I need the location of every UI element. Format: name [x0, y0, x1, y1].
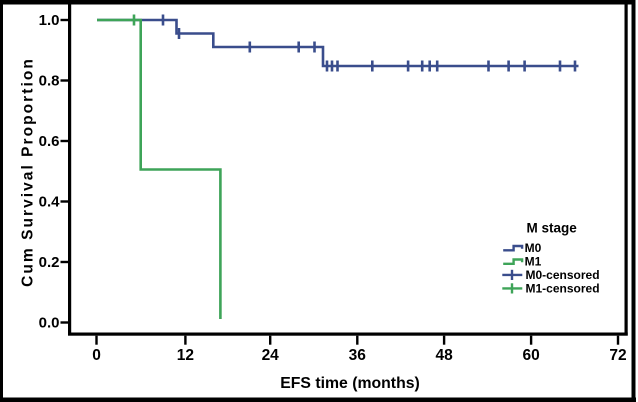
svg-text:M1-censored: M1-censored — [526, 281, 600, 295]
svg-text:Cum Survival Proportion: Cum Survival Proportion — [20, 57, 37, 287]
svg-text:72: 72 — [609, 347, 626, 364]
svg-text:0: 0 — [92, 347, 101, 364]
svg-text:EFS time (months): EFS time (months) — [280, 375, 420, 392]
svg-text:M0-censored: M0-censored — [526, 268, 600, 282]
svg-text:0.8: 0.8 — [39, 73, 60, 90]
svg-text:M1: M1 — [525, 254, 542, 268]
svg-text:1.0: 1.0 — [39, 12, 60, 29]
svg-text:M stage: M stage — [526, 221, 577, 236]
svg-text:24: 24 — [262, 347, 280, 364]
svg-text:0.6: 0.6 — [39, 133, 60, 150]
svg-text:36: 36 — [349, 347, 367, 364]
svg-text:M0: M0 — [525, 241, 542, 255]
svg-text:12: 12 — [177, 347, 194, 364]
svg-text:0.4: 0.4 — [39, 194, 61, 211]
svg-text:0.2: 0.2 — [39, 254, 60, 271]
svg-text:0.0: 0.0 — [39, 315, 60, 332]
svg-text:48: 48 — [435, 347, 453, 364]
svg-text:60: 60 — [522, 347, 539, 364]
